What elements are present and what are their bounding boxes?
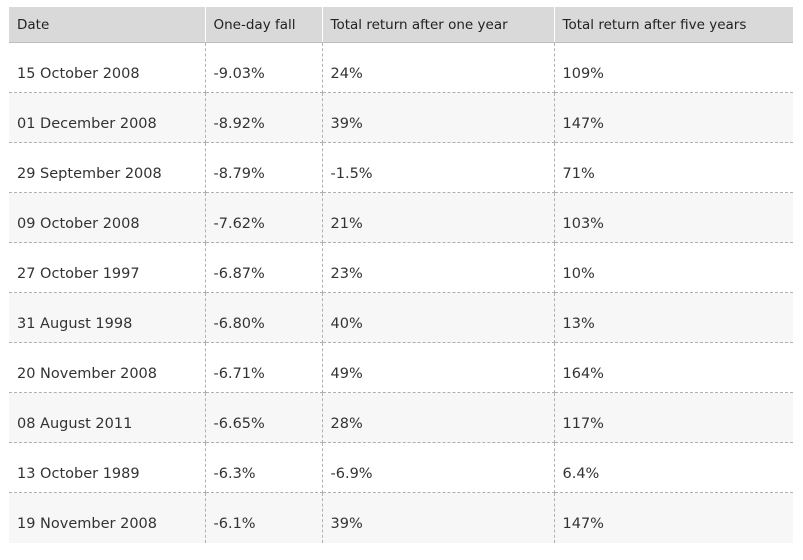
cell-return-one-year: 28%: [322, 392, 555, 443]
cell-date: 20 November 2008: [9, 342, 206, 393]
cell-return-one-year: -6.9%: [322, 442, 555, 493]
cell-return-five-years: 13%: [554, 292, 793, 343]
cell-date: 09 October 2008: [9, 192, 206, 243]
cell-return-five-years: 147%: [554, 492, 793, 543]
returns-table-container: Date One-day fall Total return after one…: [9, 7, 793, 543]
cell-date: 13 October 1989: [9, 442, 206, 493]
table-row: 13 October 1989 -6.3% -6.9% 6.4%: [9, 442, 793, 493]
cell-one-day-fall: -8.92%: [205, 92, 323, 143]
cell-one-day-fall: -6.65%: [205, 392, 323, 443]
cell-return-five-years: 147%: [554, 92, 793, 143]
header-one-day-fall: One-day fall: [205, 7, 323, 43]
header-date: Date: [9, 7, 206, 43]
table-row: 27 October 1997 -6.87% 23% 10%: [9, 242, 793, 293]
cell-return-one-year: 23%: [322, 242, 555, 293]
cell-one-day-fall: -6.3%: [205, 442, 323, 493]
table-row: 20 November 2008 -6.71% 49% 164%: [9, 342, 793, 393]
table-body: 15 October 2008 -9.03% 24% 109% 01 Decem…: [9, 42, 793, 543]
returns-table: Date One-day fall Total return after one…: [9, 7, 793, 543]
cell-return-one-year: -1.5%: [322, 142, 555, 193]
cell-return-five-years: 6.4%: [554, 442, 793, 493]
cell-date: 29 September 2008: [9, 142, 206, 193]
header-return-one-year: Total return after one year: [322, 7, 555, 43]
cell-date: 08 August 2011: [9, 392, 206, 443]
cell-one-day-fall: -6.87%: [205, 242, 323, 293]
cell-one-day-fall: -6.71%: [205, 342, 323, 393]
cell-date: 01 December 2008: [9, 92, 206, 143]
cell-one-day-fall: -6.1%: [205, 492, 323, 543]
table-row: 08 August 2011 -6.65% 28% 117%: [9, 392, 793, 443]
cell-one-day-fall: -6.80%: [205, 292, 323, 343]
cell-return-five-years: 117%: [554, 392, 793, 443]
table-row: 29 September 2008 -8.79% -1.5% 71%: [9, 142, 793, 193]
cell-return-one-year: 21%: [322, 192, 555, 243]
cell-return-five-years: 71%: [554, 142, 793, 193]
cell-return-one-year: 24%: [322, 42, 555, 93]
cell-return-one-year: 49%: [322, 342, 555, 393]
cell-return-five-years: 109%: [554, 42, 793, 93]
table-row: 15 October 2008 -9.03% 24% 109%: [9, 42, 793, 93]
cell-date: 27 October 1997: [9, 242, 206, 293]
table-row: 01 December 2008 -8.92% 39% 147%: [9, 92, 793, 143]
cell-date: 31 August 1998: [9, 292, 206, 343]
table-row: 31 August 1998 -6.80% 40% 13%: [9, 292, 793, 343]
table-header: Date One-day fall Total return after one…: [9, 7, 793, 43]
table-row: 19 November 2008 -6.1% 39% 147%: [9, 492, 793, 543]
cell-one-day-fall: -8.79%: [205, 142, 323, 193]
cell-one-day-fall: -7.62%: [205, 192, 323, 243]
cell-date: 19 November 2008: [9, 492, 206, 543]
table-row: 09 October 2008 -7.62% 21% 103%: [9, 192, 793, 243]
cell-return-five-years: 103%: [554, 192, 793, 243]
cell-one-day-fall: -9.03%: [205, 42, 323, 93]
cell-return-five-years: 10%: [554, 242, 793, 293]
header-return-five-years: Total return after five years: [554, 7, 793, 43]
cell-return-one-year: 40%: [322, 292, 555, 343]
header-row: Date One-day fall Total return after one…: [9, 7, 793, 43]
cell-return-one-year: 39%: [322, 492, 555, 543]
cell-date: 15 October 2008: [9, 42, 206, 93]
cell-return-five-years: 164%: [554, 342, 793, 393]
cell-return-one-year: 39%: [322, 92, 555, 143]
